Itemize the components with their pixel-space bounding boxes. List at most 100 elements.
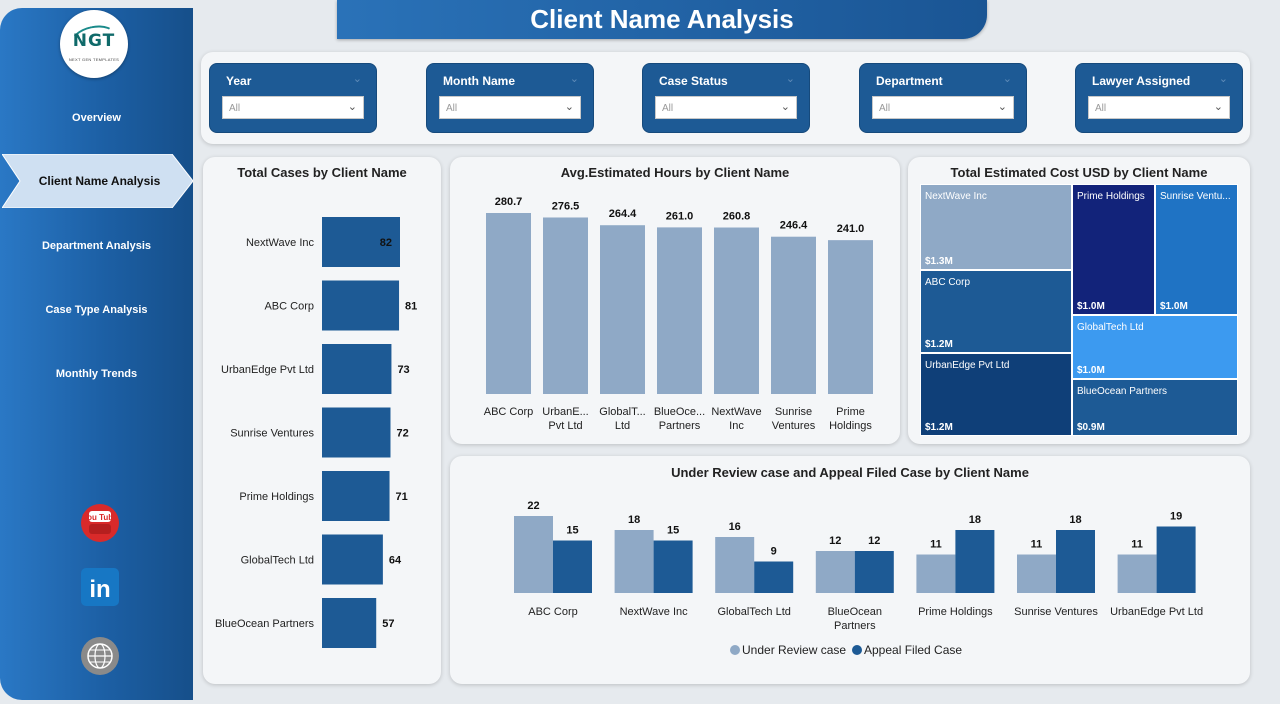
- year-dropdown[interactable]: All ⌄: [222, 96, 364, 119]
- category-label: Sunrise: [775, 406, 812, 418]
- month-name-dropdown[interactable]: All ⌄: [439, 96, 581, 119]
- treemap-cell[interactable]: BlueOcean Partners $0.9M: [1072, 379, 1238, 436]
- page-title: Client Name Analysis: [530, 4, 794, 34]
- bar[interactable]: [322, 407, 391, 458]
- data-label: 72: [396, 428, 408, 440]
- category-label: BlueOcean: [828, 606, 882, 618]
- bar[interactable]: [828, 240, 873, 394]
- bar[interactable]: [322, 344, 392, 394]
- department-dropdown[interactable]: All ⌄: [872, 96, 1014, 119]
- avg-hours-chart-panel: Avg.Estimated Hours by Client Name 280.7…: [450, 157, 900, 444]
- dropdown-value: All: [229, 103, 241, 114]
- category-label: NextWave Inc: [246, 237, 315, 249]
- treemap-cell[interactable]: Sunrise Ventu... $1.0M: [1155, 184, 1238, 315]
- bar[interactable]: [514, 516, 553, 593]
- bar[interactable]: [955, 530, 995, 593]
- bar[interactable]: [486, 213, 531, 394]
- filter-year[interactable]: Year ⌄ All ⌄: [209, 63, 377, 133]
- data-label: 11: [1131, 539, 1143, 551]
- treemap-label: NextWave Inc: [925, 191, 987, 202]
- bar[interactable]: [714, 227, 759, 394]
- data-label: 73: [397, 364, 409, 376]
- category-label: GlobalT...: [599, 406, 645, 418]
- linkedin-icon[interactable]: in: [80, 567, 120, 607]
- bar[interactable]: [653, 540, 693, 594]
- category-label: Sunrise Ventures: [1014, 606, 1098, 618]
- data-label: 11: [1031, 539, 1043, 551]
- case-status-dropdown[interactable]: All ⌄: [655, 96, 797, 119]
- chevron-down-icon: ⌄: [1218, 73, 1228, 85]
- bar[interactable]: [815, 551, 855, 593]
- data-label: 12: [868, 535, 880, 547]
- treemap-cell[interactable]: UrbanEdge Pvt Ltd $1.2M: [920, 353, 1072, 436]
- bar[interactable]: [322, 471, 390, 521]
- data-label: 22: [527, 500, 539, 512]
- bar[interactable]: [1156, 526, 1196, 594]
- bar[interactable]: [553, 540, 592, 594]
- nav-active-arrow: [2, 154, 193, 208]
- bar[interactable]: [1117, 554, 1157, 594]
- chevron-down-icon: ⌄: [1213, 101, 1223, 113]
- bar[interactable]: [322, 534, 383, 585]
- nav-monthly-trends[interactable]: Monthly Trends: [55, 368, 138, 380]
- treemap-cell[interactable]: ABC Corp $1.2M: [920, 270, 1072, 353]
- category-label: Inc: [729, 420, 744, 432]
- category-label: Partners: [834, 620, 876, 632]
- bar[interactable]: [916, 554, 956, 594]
- data-label: 15: [667, 525, 679, 537]
- bar[interactable]: [754, 561, 794, 594]
- bar[interactable]: [614, 530, 654, 593]
- logo-subtext: NEXT GEN TEMPLATES: [68, 57, 120, 62]
- dropdown-value: All: [662, 103, 674, 114]
- data-label: 15: [566, 525, 578, 537]
- legend-marker: [730, 645, 740, 655]
- filter-month-name[interactable]: Month Name ⌄ All ⌄: [426, 63, 594, 133]
- data-label: 261.0: [666, 210, 694, 222]
- bar[interactable]: [322, 280, 400, 331]
- filter-department[interactable]: Department ⌄ All ⌄: [859, 63, 1027, 133]
- data-label: 260.8: [723, 211, 751, 223]
- bar[interactable]: [715, 537, 755, 593]
- treemap-cell[interactable]: GlobalTech Ltd $1.0M: [1072, 315, 1238, 379]
- filter-case-status[interactable]: Case Status ⌄ All ⌄: [642, 63, 810, 133]
- bar[interactable]: [854, 551, 894, 593]
- category-label: Partners: [659, 420, 701, 432]
- nav-case-type-analysis[interactable]: Case Type Analysis: [45, 304, 148, 316]
- chevron-down-icon: ⌄: [352, 73, 362, 85]
- globe-www-icon[interactable]: [80, 636, 120, 676]
- bar[interactable]: [657, 227, 702, 394]
- data-label: 81: [405, 301, 417, 313]
- category-label: UrbanEdge Pvt Ltd: [221, 364, 314, 376]
- chevron-down-icon: ⌄: [780, 101, 790, 113]
- nav-client-name-analysis[interactable]: Client Name Analysis: [2, 154, 193, 208]
- bar[interactable]: [1017, 554, 1056, 594]
- bar[interactable]: [543, 217, 588, 394]
- youtube-icon[interactable]: You Tube: [80, 503, 120, 543]
- svg-text:in: in: [89, 576, 110, 603]
- data-label: 9: [771, 546, 777, 558]
- category-label: ABC Corp: [264, 301, 314, 313]
- bar[interactable]: [322, 217, 400, 267]
- bar[interactable]: [771, 236, 816, 394]
- nav-department-analysis[interactable]: Department Analysis: [41, 240, 152, 252]
- treemap-cell[interactable]: Prime Holdings $1.0M: [1072, 184, 1155, 315]
- sidebar: NGT NEXT GEN TEMPLATES Overview Client N…: [0, 8, 193, 700]
- treemap-value: $1.3M: [925, 256, 953, 267]
- lawyer-assigned-dropdown[interactable]: All ⌄: [1088, 96, 1230, 119]
- logo-text: NGT: [72, 31, 116, 51]
- filter-label: Month Name: [443, 74, 515, 88]
- total-cases-chart: NextWave Inc 82 ABC Corp 81 UrbanEdge Pvt Lt…: [215, 217, 417, 648]
- bar[interactable]: [600, 225, 645, 394]
- category-label: UrbanEdge Pvt Ltd: [1110, 606, 1203, 618]
- data-label: 18: [628, 514, 640, 526]
- chart-title: Total Estimated Cost USD by Client Name: [950, 165, 1208, 180]
- treemap-cell[interactable]: NextWave Inc $1.3M: [920, 184, 1072, 270]
- bar[interactable]: [1056, 530, 1095, 593]
- nav-overview[interactable]: Overview: [72, 112, 121, 124]
- data-label: 71: [396, 491, 408, 503]
- data-label: 12: [829, 535, 841, 547]
- filter-lawyer-assigned[interactable]: Lawyer Assigned ⌄ All ⌄: [1075, 63, 1243, 133]
- legend-label: Appeal Filed Case: [864, 643, 962, 657]
- bar[interactable]: [322, 598, 377, 648]
- chevron-down-icon: ⌄: [347, 101, 357, 113]
